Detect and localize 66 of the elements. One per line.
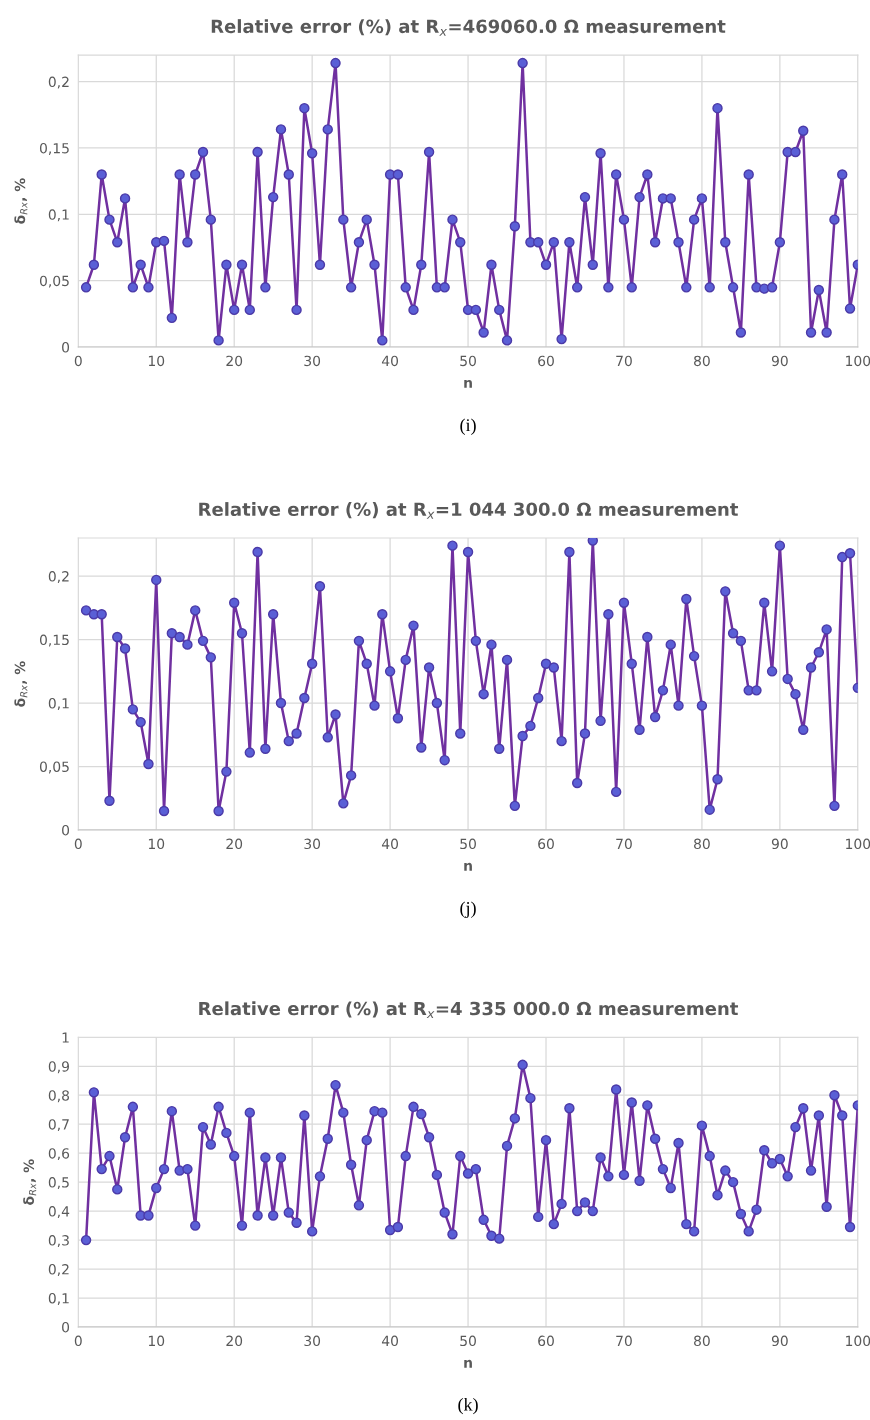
y-tick-label: 0,1 [48, 1292, 69, 1305]
y-tick-label: 0 [62, 1321, 70, 1333]
y-tick-label: 0,2 [48, 571, 69, 584]
x-tick-label: 70 [616, 838, 632, 850]
text: (i) [460, 418, 476, 435]
chart-title: Relative error (%) at R$_{x}$=469060.0 Ω measurement [211, 19, 726, 36]
y-tick-label: 0,1 [48, 698, 69, 710]
x-tick-label: 50 [460, 1335, 476, 1347]
x-tick-label: 20 [226, 355, 243, 367]
x-tick-label: 10 [148, 1335, 165, 1347]
y-tick-label: 0,15 [39, 634, 69, 647]
x-tick-label: 0 [74, 1335, 82, 1347]
text: (k) [458, 1397, 478, 1415]
x-tick-label: 50 [460, 838, 476, 850]
x-tick-label: 40 [381, 1335, 399, 1347]
y-tick-label: 0,9 [48, 1061, 69, 1074]
y-tick-label: 0,8 [48, 1090, 70, 1103]
x-axis-title: n [464, 862, 472, 871]
x-tick-label: 50 [460, 355, 476, 367]
y-tick-label: 1 [62, 1032, 69, 1043]
x-tick-label: 20 [226, 1335, 243, 1347]
x-tick-label: 10 [148, 355, 165, 367]
x-axis-title: n [464, 1359, 472, 1368]
x-tick-label: 60 [538, 355, 554, 367]
chart-title: Relative error (%) at R$_{x}$=1 044 300.0 Ω measurement [199, 502, 739, 519]
y-tick-label: 0 [62, 342, 70, 353]
x-tick-label: 100 [846, 355, 870, 367]
y-tick-label: 0,2 [48, 1264, 69, 1276]
x-tick-label: 70 [616, 1335, 632, 1347]
x-tick-label: 100 [846, 838, 870, 850]
y-axis-title: δ$_{Rx}$, % [23, 1159, 37, 1205]
x-tick-label: 80 [694, 1335, 710, 1347]
y-axis-title: δ$_{Rx}$, % [14, 661, 28, 707]
y-tick-label: 0,5 [48, 1177, 69, 1190]
x-tick-label: 30 [304, 1335, 321, 1347]
text: (j) [460, 901, 476, 918]
y-tick-label: 0,7 [48, 1119, 69, 1132]
y-tick-label: 0,4 [48, 1206, 70, 1219]
x-tick-label: 60 [538, 1335, 554, 1347]
x-axis-title: n [464, 379, 472, 388]
y-tick-label: 0,6 [48, 1148, 70, 1161]
x-tick-label: 0 [74, 355, 82, 367]
x-tick-label: 80 [694, 355, 710, 367]
y-tick-label: 0,05 [39, 275, 69, 288]
y-tick-label: 0,1 [48, 209, 69, 222]
y-tick-label: 0,05 [39, 761, 69, 774]
x-tick-label: 40 [381, 838, 399, 850]
y-tick-label: 0,2 [48, 76, 69, 89]
x-tick-label: 90 [771, 1335, 788, 1347]
x-tick-label: 20 [226, 838, 243, 850]
x-tick-label: 30 [304, 838, 321, 850]
x-tick-label: 90 [771, 355, 788, 367]
y-axis-title: δ$_{Rx}$, % [14, 178, 28, 224]
x-tick-label: 90 [771, 838, 788, 850]
y-tick-label: 0,15 [39, 142, 69, 155]
x-tick-label: 10 [148, 838, 165, 850]
x-tick-label: 70 [616, 355, 632, 367]
x-tick-label: 0 [74, 838, 82, 850]
y-tick-label: 0,3 [48, 1235, 69, 1247]
chart-title: Relative error (%) at R$_{x}$=4 335 000.0 Ω measurement [199, 1001, 739, 1019]
x-tick-label: 30 [304, 355, 321, 367]
x-tick-label: 80 [694, 838, 710, 850]
y-tick-label: 0 [62, 824, 70, 836]
x-tick-label: 100 [846, 1335, 870, 1347]
x-tick-label: 60 [538, 838, 554, 850]
x-tick-label: 40 [381, 355, 399, 367]
